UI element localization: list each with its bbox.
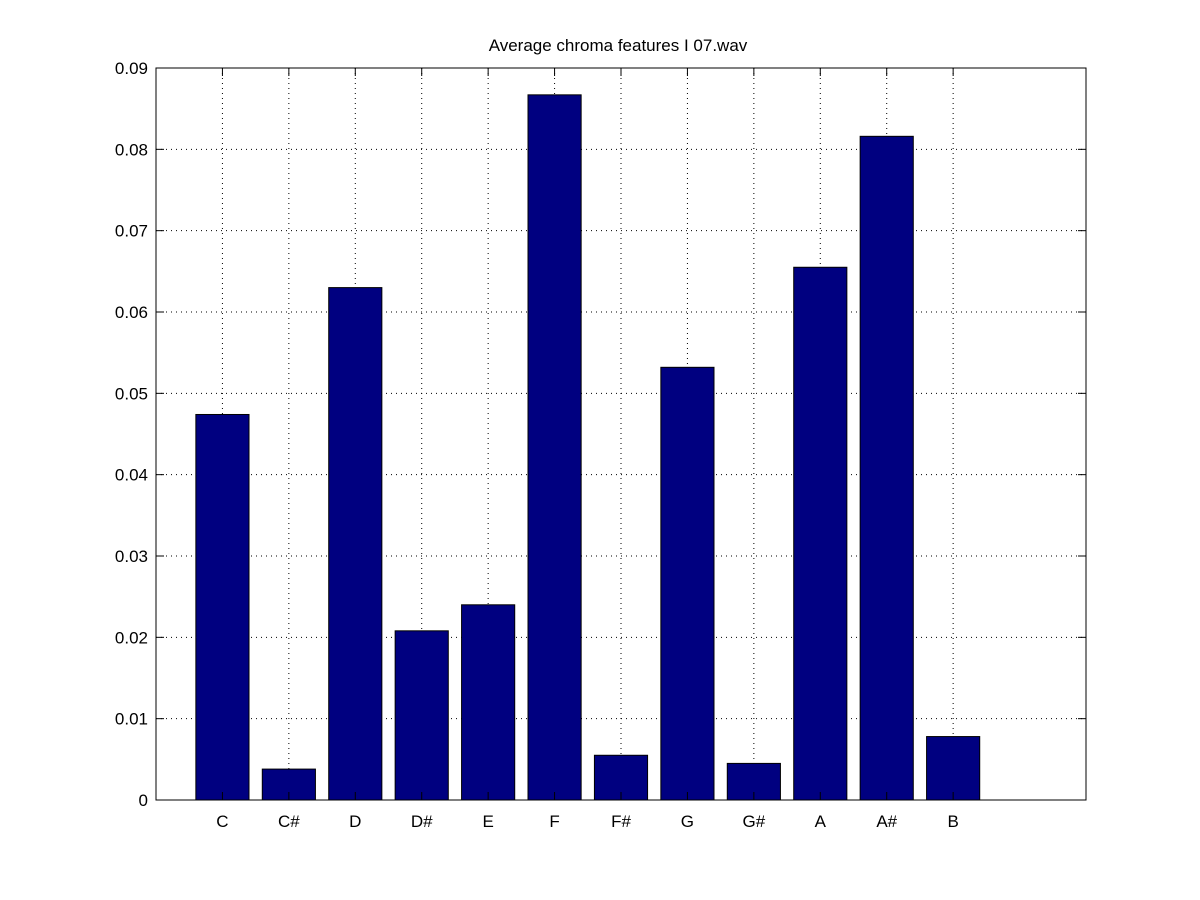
x-tick-label: D	[349, 812, 361, 831]
chart-title: Average chroma features I 07.wav	[489, 36, 748, 55]
y-tick-label: 0.07	[115, 222, 148, 241]
x-tick-label: E	[482, 812, 493, 831]
bar-d-sharp	[394, 630, 449, 801]
y-tick-label: 0.05	[115, 384, 148, 403]
bar-e	[461, 604, 516, 801]
x-tick-labels: C C# D D# E F F# G G# A A# B	[216, 812, 959, 831]
bar-a-sharp	[859, 135, 914, 801]
bar-d	[328, 287, 383, 801]
bar-f	[527, 94, 582, 801]
y-tick-label: 0.03	[115, 547, 148, 566]
y-tick-label: 0.04	[115, 466, 148, 485]
bar-b	[926, 736, 981, 801]
axes-frame	[155, 67, 1087, 801]
bar-c	[195, 413, 250, 801]
y-tick-label: 0.09	[115, 59, 148, 78]
bars	[195, 94, 981, 801]
bar-a	[793, 266, 848, 801]
y-tick-label: 0.01	[115, 710, 148, 729]
x-tick-label: D#	[411, 812, 433, 831]
x-tick-label: G	[681, 812, 694, 831]
y-tick-label: 0.02	[115, 628, 148, 647]
x-tick-label: A	[815, 812, 827, 831]
x-tick-label: C#	[278, 812, 300, 831]
y-tick-label: 0.06	[115, 303, 148, 322]
y-tick-labels: 0 0.01 0.02 0.03 0.04 0.05 0.06 0.07 0.08 0.09	[115, 59, 148, 810]
x-tick-label: F#	[611, 812, 631, 831]
x-tick-label: B	[947, 812, 958, 831]
x-tick-label: F	[549, 812, 559, 831]
y-tick-label: 0.08	[115, 140, 148, 159]
x-tick-label: C	[216, 812, 228, 831]
bar-g	[660, 366, 715, 801]
x-tick-label: A#	[876, 812, 897, 831]
y-tick-label: 0	[139, 791, 148, 810]
axis-ticks	[156, 67, 1086, 801]
x-tick-label: G#	[743, 812, 766, 831]
